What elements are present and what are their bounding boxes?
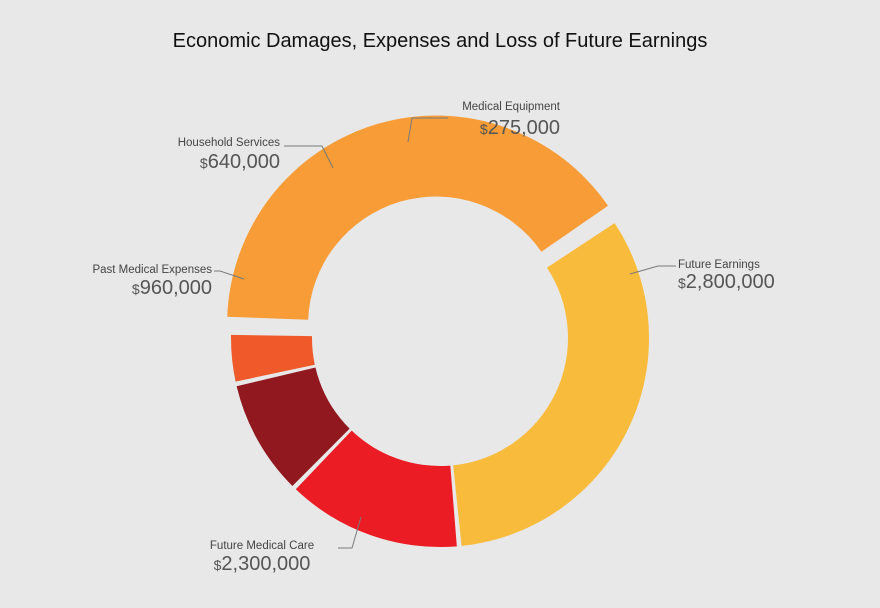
label-name-future-medical-care: Future Medical Care [210,540,314,552]
label-name-future-earnings: Future Earnings [678,259,760,271]
slices-layer [227,115,649,547]
leader-line-medical-equipment [407,117,448,143]
label-name-household-services: Household Services [178,137,281,149]
slice-household-services[interactable] [236,367,350,486]
label-value-medical-equipment: $275,000 [480,117,560,139]
leader-line-past-medical-expenses [214,270,245,280]
label-name-medical-equipment: Medical Equipment [462,101,561,113]
slice-medical-equipment[interactable] [231,334,315,382]
label-value-future-earnings: $2,800,000 [678,271,775,293]
slice-past-medical-expenses[interactable] [295,430,457,547]
label-value-household-services: $640,000 [200,151,280,173]
label-value-past-medical-expenses: $960,000 [132,277,212,299]
leader-line-future-earnings [629,265,676,275]
slice-future-earnings[interactable] [227,115,609,320]
label-name-past-medical-expenses: Past Medical Expenses [92,264,212,276]
leader-line-household-services [284,145,334,169]
chart-title: Economic Damages, Expenses and Loss of F… [172,30,708,52]
label-value-future-medical-care: $2,300,000 [214,553,311,575]
leader-line-future-medical-care [338,516,362,549]
slice-future-medical-care[interactable] [453,223,649,546]
labels-layer: Future Earnings$2,800,000 Future Medical … [92,101,774,575]
